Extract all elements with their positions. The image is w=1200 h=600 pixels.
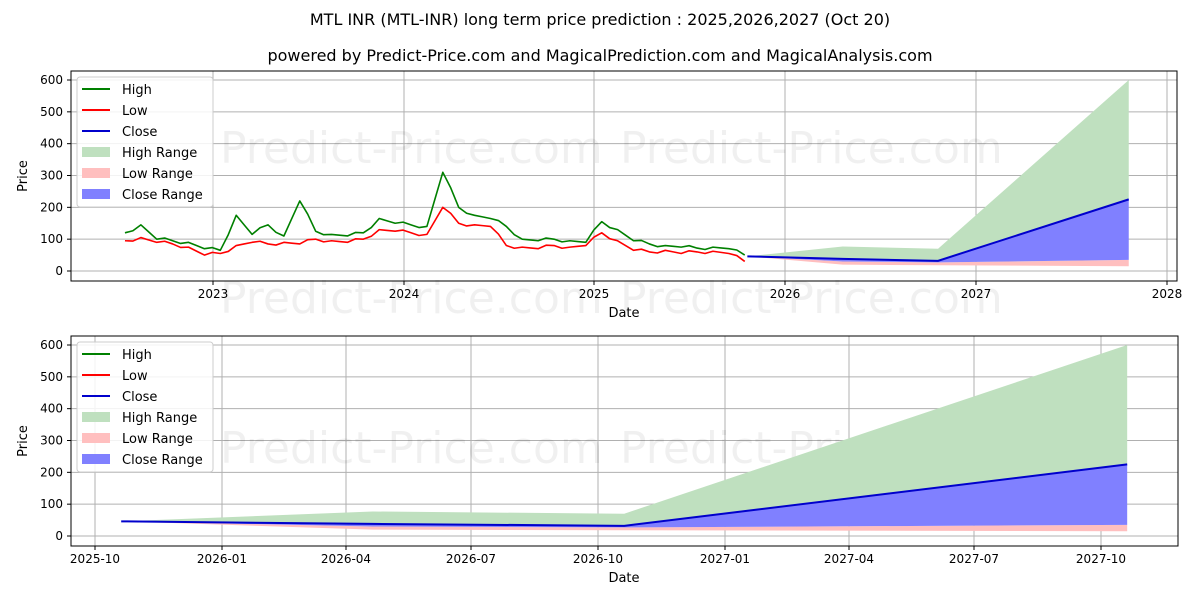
y-tick-label: 0 [55,529,63,543]
x-tick-label: 2026-07 [446,552,496,566]
legend-label: Close Range [122,453,203,468]
x-tick-label: 2027-07 [949,552,999,566]
y-tick-label: 200 [40,200,63,214]
legend-swatch [82,454,110,464]
watermark-text: Predict-Price.com [620,123,1003,174]
x-tick-label: 2023 [198,287,229,301]
top-x-axis-label: Date [608,306,639,321]
top-chart: Predict-Price.com Predict-Price.com Pred… [16,71,1182,324]
x-tick-label: 2025-10 [70,552,120,566]
chart-canvas: Predict-Price.com Predict-Price.com Pred… [0,0,1200,600]
y-tick-label: 100 [40,232,63,246]
bottom-y-axis: 0 100 200 300 400 500 600 [40,338,71,543]
legend-label: High [122,83,152,98]
top-y-axis-label: Price [16,160,31,192]
y-tick-label: 500 [40,105,63,119]
top-legend: High Low Close High Range Low Range Close Ran… [77,77,213,207]
legend-swatch [82,189,110,199]
legend-swatch [82,412,110,422]
x-tick-label: 2026-04 [321,552,371,566]
x-tick-label: 2027-10 [1076,552,1126,566]
y-tick-label: 0 [55,264,63,278]
x-tick-label: 2027-01 [700,552,750,566]
x-tick-label: 2026 [770,287,801,301]
legend-label: Close [122,390,157,405]
legend-swatch [82,433,110,443]
legend-label: High Range [122,411,197,426]
y-tick-label: 200 [40,465,63,479]
watermark-text: Predict-Price.com [220,423,603,474]
legend-label: Low [122,104,148,119]
x-tick-label: 2026-01 [197,552,247,566]
y-tick-label: 500 [40,370,63,384]
bottom-legend: High Low Close High Range Low Range Close Ran… [77,342,213,472]
bottom-y-axis-label: Price [16,425,31,457]
x-tick-label: 2025 [579,287,610,301]
y-tick-label: 400 [40,402,63,416]
legend-label: Low Range [122,167,193,182]
y-tick-label: 600 [40,338,63,352]
legend-swatch [82,168,110,178]
x-tick-label: 2027-04 [824,552,874,566]
legend-swatch [82,147,110,157]
x-tick-label: 2024 [389,287,420,301]
legend-label: Close [122,125,157,140]
watermark-text: Predict-Price.com [220,123,603,174]
bottom-x-axis: 2025-10 2026-01 2026-04 2026-07 2026-10 2027-… [70,546,1126,566]
x-tick-label: 2026-10 [573,552,623,566]
y-tick-label: 300 [40,169,63,183]
bottom-x-axis-label: Date [608,571,639,586]
x-tick-label: 2027 [961,287,992,301]
y-tick-label: 600 [40,73,63,87]
legend-label: Low [122,369,148,384]
legend-label: High Range [122,146,197,161]
bottom-chart: Predict-Price.com Predict-Price.com 0100… [16,336,1178,586]
y-tick-label: 300 [40,434,63,448]
x-tick-label: 2028 [1152,287,1183,301]
top-y-axis: 0 100 200 300 400 500 600 [40,73,71,278]
legend-label: High [122,348,152,363]
legend-label: Low Range [122,432,193,447]
y-tick-label: 400 [40,137,63,151]
legend-label: Close Range [122,188,203,203]
y-tick-label: 100 [40,497,63,511]
